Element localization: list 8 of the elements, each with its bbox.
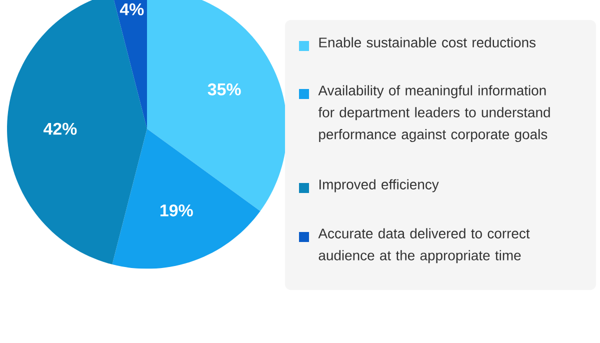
data-label: 4% — [120, 3, 144, 16]
data-label: 42% — [44, 122, 77, 135]
data-label: 19% — [160, 204, 193, 216]
legend-label: Accurate data delivered to correct audience at the appropriate time — [318, 228, 530, 264]
legend-label: Enable sustainable cost reductions — [319, 37, 536, 48]
legend-label: Availability of meaningful information for department leaders to understand performance against corporate goals — [318, 85, 550, 142]
legend-label: Improved efficiency — [319, 179, 439, 192]
data-label: 35% — [208, 83, 241, 96]
